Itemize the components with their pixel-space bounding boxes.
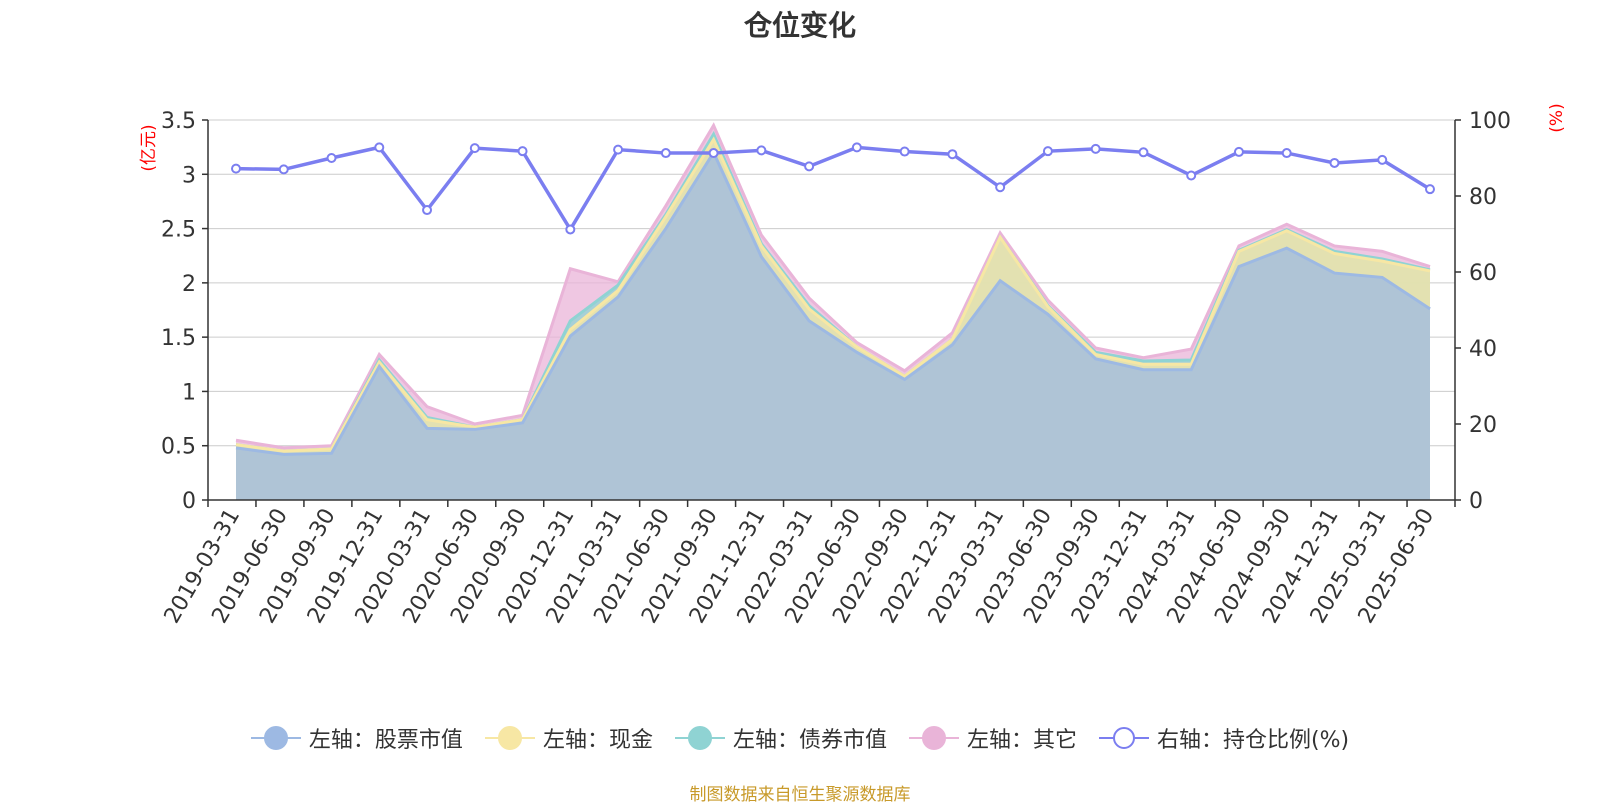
ratio-line: [231, 142, 1435, 235]
legend-label: 左轴：股票市值: [308, 728, 463, 753]
legend-item-cash[interactable]: 左轴：现金: [484, 722, 653, 754]
legend-label: 左轴：现金: [542, 728, 653, 753]
left-tick-label: 1: [182, 380, 196, 405]
source-note: 制图数据来自恒生聚源数据库: [689, 785, 911, 805]
ratio-point: [756, 145, 767, 156]
ratio-point: [374, 142, 385, 153]
left-tick-label: 0.5: [161, 435, 196, 460]
ratio-point: [469, 143, 480, 154]
left-tick-label: 3: [182, 163, 196, 188]
chart-canvas: 00.511.522.533.50204060801002019-03-3120…: [139, 103, 1567, 627]
left-tick-label: 3.5: [161, 109, 196, 134]
left-tick-label: 0: [182, 489, 196, 514]
legend-item-ratio[interactable]: 右轴：持仓比例(%): [1098, 722, 1350, 754]
ratio-point: [1329, 157, 1340, 168]
legend-item-other[interactable]: 左轴：其它: [908, 722, 1077, 754]
chart-title: 仓位变化: [743, 9, 856, 42]
ratio-point: [422, 205, 433, 216]
left-tick-label: 2.5: [161, 218, 196, 243]
area-edge-cash: [235, 136, 1431, 453]
right-tick-label: 0: [1469, 489, 1483, 514]
ratio-point: [1090, 143, 1101, 154]
filled-circle-icon: [674, 725, 725, 751]
area-stock: [236, 152, 1430, 501]
left-tick-label: 2: [182, 272, 196, 297]
ratio-point: [804, 161, 815, 172]
ratio-point: [231, 163, 241, 174]
stacked-areas: [235, 122, 1431, 501]
area-edge-stock: [235, 149, 1431, 456]
filled-circle-icon: [908, 725, 959, 751]
legend-label: 右轴：持仓比例(%): [1156, 728, 1350, 753]
legend-label: 左轴：债券市值: [732, 728, 887, 753]
right-tick-label: 100: [1469, 109, 1511, 134]
right-axis-unit: (%): [1547, 103, 1567, 132]
ratio-point: [1281, 148, 1292, 159]
axes: [202, 119, 1461, 507]
ratio-point: [899, 146, 910, 157]
left-tick-label: 1.5: [161, 326, 196, 351]
legend: 左轴：股票市值 左轴：现金 左轴：债券市值 左轴：其它 右轴：持仓比例(%): [0, 722, 1600, 754]
right-tick-label: 40: [1469, 337, 1497, 362]
filled-circle-icon: [250, 725, 301, 751]
ratio-point: [995, 182, 1006, 193]
ratio-point: [613, 144, 624, 155]
ratio-line-path: [235, 145, 1431, 233]
ratio-point: [326, 153, 337, 163]
area-edge-other: [235, 122, 1431, 450]
ratio-point: [1233, 146, 1244, 157]
ratio-point: [851, 142, 862, 153]
right-tick-label: 80: [1469, 185, 1497, 210]
legend-label: 左轴：其它: [966, 728, 1077, 753]
hollow-circle-icon: [1098, 725, 1149, 751]
ratio-point: [660, 148, 671, 159]
ratio-point: [1425, 184, 1435, 195]
ratio-point: [565, 224, 576, 235]
right-tick-label: 20: [1469, 413, 1497, 438]
ratio-point: [1138, 147, 1149, 158]
filled-circle-icon: [484, 725, 535, 751]
right-tick-label: 60: [1469, 261, 1497, 286]
ratio-point: [1186, 170, 1197, 181]
ratio-point: [708, 148, 719, 159]
left-axis-unit: (亿元): [139, 124, 159, 171]
ratio-point: [1377, 154, 1388, 165]
ratio-point: [1042, 146, 1053, 157]
ratio-point: [278, 164, 289, 175]
legend-item-bond[interactable]: 左轴：债券市值: [674, 722, 887, 754]
ratio-point: [947, 149, 958, 160]
legend-item-stock[interactable]: 左轴：股票市值: [250, 722, 463, 754]
ratio-point: [517, 146, 528, 157]
